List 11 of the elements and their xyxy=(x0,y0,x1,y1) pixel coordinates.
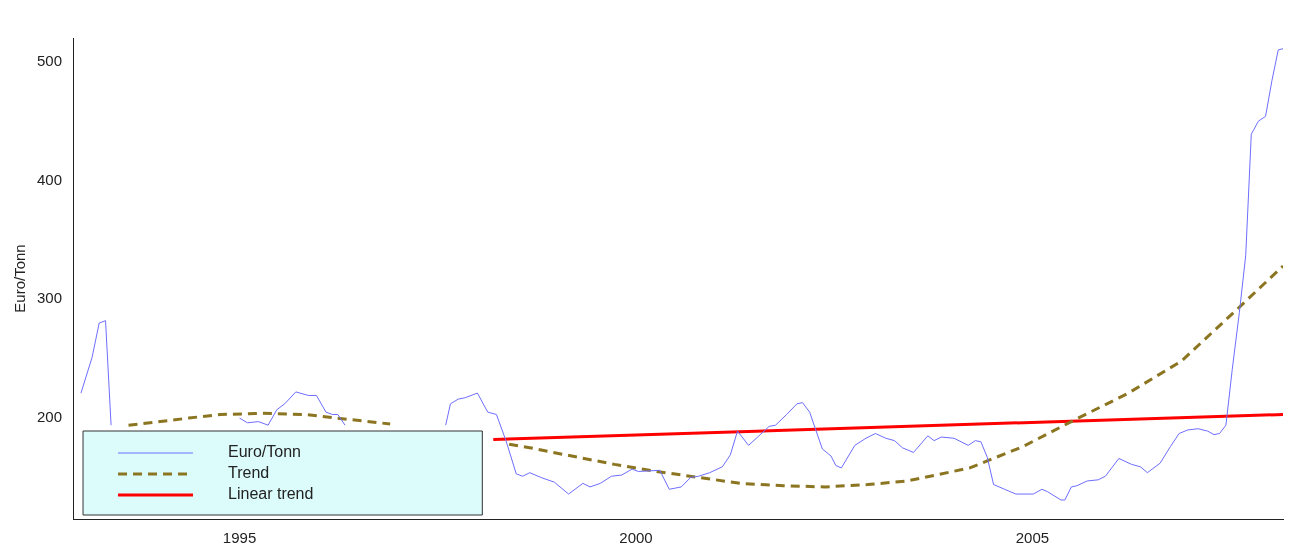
y-axis-title: Euro/Tonn xyxy=(11,244,29,313)
x-tick-label: 2000 xyxy=(619,529,653,547)
y-tick-label: 200 xyxy=(37,408,63,426)
y-tick-label: 400 xyxy=(37,170,63,188)
legend-label: Linear trend xyxy=(228,485,314,503)
x-tick-label: 1995 xyxy=(222,529,257,547)
x-tick-label: 2005 xyxy=(1015,529,1050,547)
y-tick-label: 300 xyxy=(37,289,63,307)
legend-label: Euro/Tonn xyxy=(228,443,301,461)
legend-label: Trend xyxy=(228,464,270,482)
y-tick-label: 500 xyxy=(37,51,63,69)
